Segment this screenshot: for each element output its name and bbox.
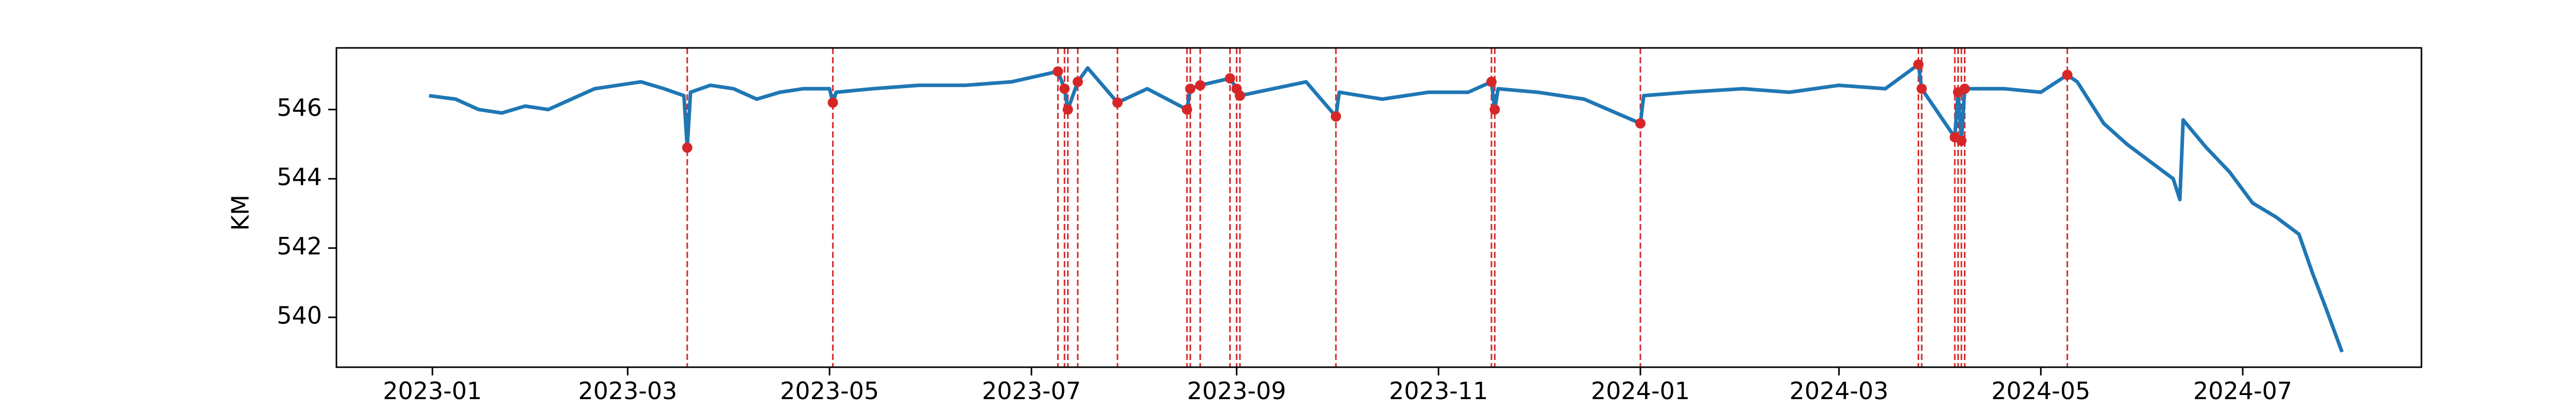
event-point [1112,97,1123,108]
y-tick-label: 540 [277,302,322,330]
event-point [1917,83,1927,94]
plot-frame [335,47,2422,368]
event-point [1195,80,1206,91]
x-tick-label: 2023-01 [383,377,482,405]
event-point [1059,83,1070,94]
x-tick-label: 2024-03 [1789,377,1888,405]
event-point [1486,76,1497,87]
y-tick-label: 544 [277,163,322,191]
x-tick-label: 2023-07 [982,377,1081,405]
event-point [1072,76,1083,87]
event-point [827,97,838,108]
event-point [1185,83,1196,94]
event-point [1956,135,1967,146]
event-point [2062,70,2073,80]
event-point [1959,83,1970,94]
y-tick-label: 546 [277,94,322,122]
event-point [682,142,692,153]
event-point [1234,90,1245,101]
x-tick-label: 2023-11 [1389,377,1488,405]
x-tick-label: 2024-07 [2193,377,2292,405]
x-tick-label: 2024-01 [1591,377,1690,405]
y-tick-label: 542 [277,232,322,260]
event-point [1053,66,1063,77]
event-point [1489,104,1500,115]
series-line [429,62,2344,353]
x-tick-label: 2023-03 [578,377,677,405]
event-point [1225,73,1235,84]
y-axis-label: KM [227,195,255,231]
event-point [1635,118,1646,129]
event-point [1062,104,1073,115]
x-tick-label: 2024-05 [1991,377,2090,405]
x-tick-label: 2023-05 [780,377,879,405]
event-point [1181,104,1192,115]
x-tick-label: 2023-09 [1187,377,1286,405]
event-point [1330,111,1341,122]
event-point [1913,59,1924,70]
